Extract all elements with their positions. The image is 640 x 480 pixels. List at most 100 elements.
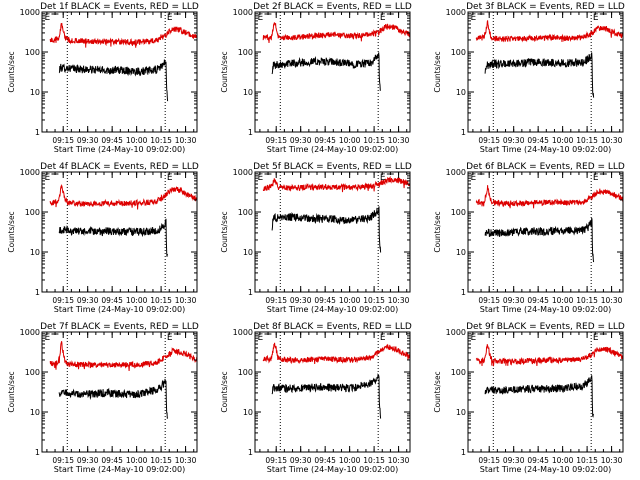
x-tick-label: 10:30 [601, 456, 623, 465]
y-tick-label: 100 [238, 48, 253, 57]
x-tick-label: 10:30 [388, 456, 410, 465]
y-tick-label: 10 [456, 88, 466, 97]
series-events-line [58, 59, 169, 102]
y-tick-label: 1 [248, 128, 253, 137]
x-tick-label: 09:15 [478, 296, 500, 305]
x-tick-label: 10:30 [388, 136, 410, 145]
eclipse-marker: E [257, 173, 263, 183]
panel-title: Det 2f BLACK = Events, RED = LLD [253, 2, 412, 12]
x-tick-label: 10:00 [126, 296, 148, 305]
x-tick-label: 09:15 [52, 136, 74, 145]
eclipse-marker: E [167, 333, 173, 343]
x-axis-label: Start Time (24-May-10 09:02:00) [480, 305, 611, 314]
series-lld-line [262, 22, 410, 43]
eclipse-marker: E [593, 13, 599, 23]
x-tick-label: 10:15 [576, 136, 598, 145]
chart-panel-3: Det 3f BLACK = Events, RED = LLD 1 10 100 10… [433, 2, 625, 154]
x-tick-label: 09:30 [77, 456, 99, 465]
y-tick-label: 1000 [20, 8, 40, 17]
x-tick-label: 10:00 [339, 456, 361, 465]
x-tick-label: 10:15 [150, 456, 172, 465]
y-tick-label: 1 [35, 128, 40, 137]
x-tick-label: 09:15 [265, 136, 287, 145]
y-axis-label: Counts/sec [220, 371, 229, 412]
eclipse-marker: E [44, 333, 50, 343]
eclipse-marker: E [470, 333, 476, 343]
x-tick-label: 10:30 [175, 456, 197, 465]
x-tick-label: 10:15 [363, 296, 385, 305]
chart-panel-4: Det 4f BLACK = Events, RED = LLD 1 10 100 10… [7, 162, 199, 314]
x-tick-label: 10:15 [150, 136, 172, 145]
x-tick-label: 09:45 [314, 136, 336, 145]
y-tick-label: 100 [451, 368, 466, 377]
x-tick-label: 09:30 [503, 456, 525, 465]
x-tick-label: 09:15 [265, 296, 287, 305]
series-lld-line [49, 183, 197, 210]
y-tick-label: 100 [238, 368, 253, 377]
eclipse-marker: E [593, 333, 599, 343]
series-lld-line [49, 341, 197, 372]
x-tick-label: 09:45 [101, 296, 123, 305]
y-tick-label: 1 [461, 288, 466, 297]
plot-area [262, 12, 410, 132]
y-tick-label: 1 [35, 448, 40, 457]
y-tick-label: 100 [451, 48, 466, 57]
series-events-line [58, 378, 169, 419]
y-tick-label: 1000 [446, 8, 466, 17]
x-tick-label: 09:15 [52, 456, 74, 465]
x-tick-label: 10:30 [388, 296, 410, 305]
x-tick-label: 09:30 [290, 456, 312, 465]
y-tick-label: 10 [456, 408, 466, 417]
plot-area [49, 332, 197, 452]
x-tick-label: 10:30 [175, 136, 197, 145]
x-tick-label: 10:00 [339, 296, 361, 305]
y-tick-label: 1000 [233, 328, 253, 337]
eclipse-marker: E [380, 333, 386, 343]
y-tick-label: 10 [30, 88, 40, 97]
series-events-line [58, 218, 169, 257]
eclipse-marker: E [380, 173, 386, 183]
x-axis-label: Start Time (24-May-10 09:02:00) [480, 145, 611, 154]
panel-title: Det 5f BLACK = Events, RED = LLD [253, 162, 412, 172]
x-tick-label: 09:15 [478, 456, 500, 465]
chart-panel-9: Det 9f BLACK = Events, RED = LLD 1 10 100 10… [433, 322, 625, 474]
series-lld-line [262, 175, 410, 193]
y-tick-label: 100 [25, 208, 40, 217]
x-tick-label: 09:45 [101, 456, 123, 465]
y-tick-label: 100 [238, 208, 253, 217]
series-lld-line [475, 185, 623, 209]
x-tick-label: 10:00 [552, 296, 574, 305]
eclipse-marker: E [257, 13, 263, 23]
y-tick-label: 100 [25, 48, 40, 57]
y-tick-label: 1 [461, 128, 466, 137]
plot-frame [467, 331, 624, 453]
x-tick-label: 10:00 [126, 456, 148, 465]
plot-frame [41, 171, 198, 293]
eclipse-marker: E [470, 173, 476, 183]
x-tick-label: 10:30 [601, 296, 623, 305]
y-tick-label: 1000 [446, 168, 466, 177]
x-tick-label: 09:30 [290, 296, 312, 305]
series-events-line [484, 52, 595, 98]
x-tick-label: 09:15 [478, 136, 500, 145]
x-tick-label: 10:15 [576, 296, 598, 305]
y-tick-label: 10 [243, 88, 253, 97]
y-tick-label: 10 [243, 408, 253, 417]
x-tick-label: 09:45 [527, 456, 549, 465]
y-tick-label: 100 [451, 208, 466, 217]
chart-panel-6: Det 6f BLACK = Events, RED = LLD 1 10 100 10… [433, 162, 625, 314]
series-events-line [271, 51, 381, 92]
x-tick-label: 09:45 [314, 296, 336, 305]
y-tick-label: 1000 [20, 168, 40, 177]
y-axis-label: Counts/sec [433, 211, 442, 252]
x-axis-label: Start Time (24-May-10 09:02:00) [267, 465, 398, 474]
x-tick-label: 09:15 [265, 456, 287, 465]
x-tick-label: 09:45 [314, 456, 336, 465]
y-axis-label: Counts/sec [433, 371, 442, 412]
y-tick-label: 100 [25, 368, 40, 377]
panel-title: Det 6f BLACK = Events, RED = LLD [466, 162, 625, 172]
chart-panel-1: Det 1f BLACK = Events, RED = LLD 1 10 100 10… [7, 2, 199, 154]
series-lld-line [475, 344, 623, 367]
plot-frame [41, 11, 198, 133]
